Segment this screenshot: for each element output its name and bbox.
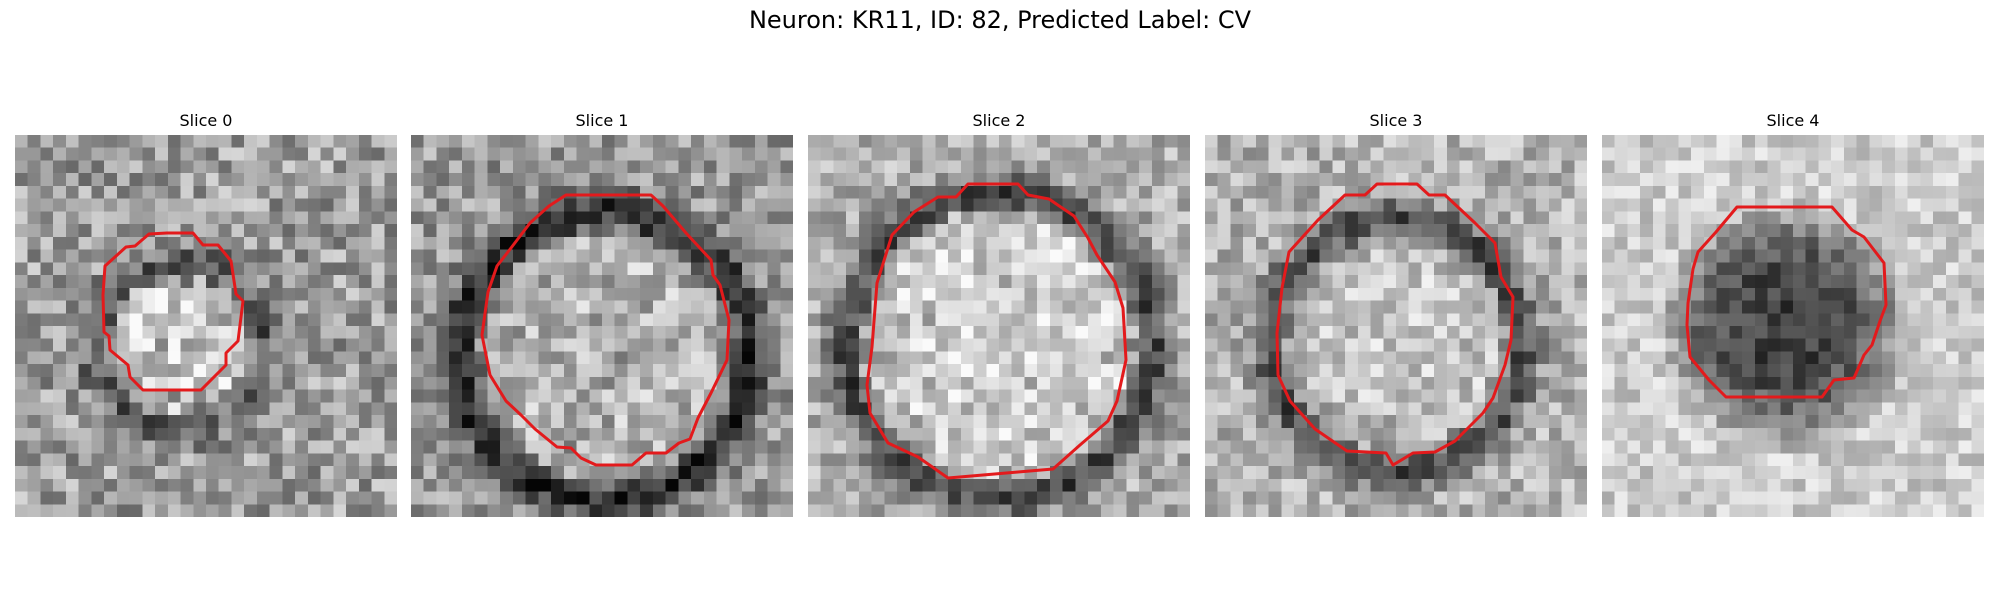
grayscale-pixels bbox=[15, 135, 397, 517]
segmentation-contour bbox=[1685, 205, 1888, 399]
figure-title: Neuron: KR11, ID: 82, Predicted Label: C… bbox=[748, 6, 1252, 34]
slice-title: Slice 2 bbox=[972, 111, 1026, 130]
microscopy-image bbox=[15, 135, 397, 517]
grayscale-pixels bbox=[808, 135, 1190, 517]
microscopy-image bbox=[1205, 135, 1587, 517]
grayscale-pixels bbox=[1602, 135, 1984, 517]
slice-panel-4: Slice 4 bbox=[1602, 109, 1984, 517]
segmentation-contour bbox=[101, 231, 245, 392]
microscopy-image bbox=[411, 135, 793, 517]
segmentation-contour bbox=[865, 182, 1128, 480]
slice-panel-1: Slice 1 bbox=[411, 109, 793, 517]
slice-title: Slice 0 bbox=[179, 111, 233, 130]
microscopy-image bbox=[1602, 135, 1984, 517]
grayscale-pixels bbox=[1205, 135, 1587, 517]
slice-title: Slice 3 bbox=[1369, 111, 1423, 130]
slice-title: Slice 4 bbox=[1766, 111, 1820, 130]
segmentation-contour bbox=[1275, 182, 1515, 467]
slice-panel-3: Slice 3 bbox=[1205, 109, 1587, 517]
microscopy-image bbox=[808, 135, 1190, 517]
slice-panel-0: Slice 0 bbox=[15, 109, 397, 517]
slice-title: Slice 1 bbox=[575, 111, 629, 130]
segmentation-contour bbox=[480, 193, 731, 467]
slice-panel-2: Slice 2 bbox=[808, 109, 1190, 517]
